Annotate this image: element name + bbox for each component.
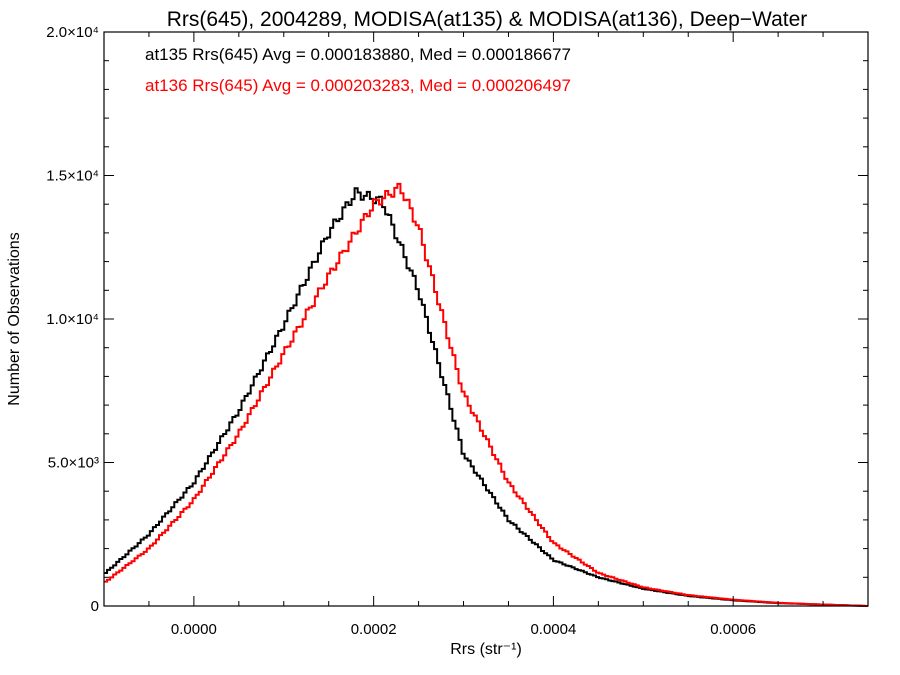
chart-title: Rrs(645), 2004289, MODISA(at135) & MODIS… — [167, 8, 808, 31]
annotation-at136: at136 Rrs(645) Avg = 0.000203283, Med = … — [145, 76, 571, 95]
ticks-layer: 0.0000 0.0002 0.0004 0.0006 0 5.0×10³ 1.0×10⁴ 1… — [46, 24, 869, 638]
y-tick-label: 0 — [91, 598, 99, 615]
x-tick-label: 0.0004 — [530, 621, 576, 638]
annotation-at135: at135 Rrs(645) Avg = 0.000183880, Med = … — [145, 45, 571, 64]
x-tick-label: 0.0002 — [351, 621, 397, 638]
x-axis-label: Rrs (str⁻¹) — [450, 641, 522, 658]
y-tick-label: 5.0×10³ — [48, 455, 99, 472]
series-layer — [104, 182, 868, 607]
x-tick-label: 0.0006 — [710, 621, 756, 638]
y-tick-label: 1.0×10⁴ — [46, 311, 99, 328]
y-axis-label: Number of Observations — [6, 232, 23, 405]
y-tick-label: 2.0×10⁴ — [46, 24, 99, 41]
y-tick-label: 1.5×10⁴ — [46, 168, 99, 185]
series-line-at136 — [104, 182, 868, 607]
x-tick-label: 0.0000 — [171, 621, 217, 638]
